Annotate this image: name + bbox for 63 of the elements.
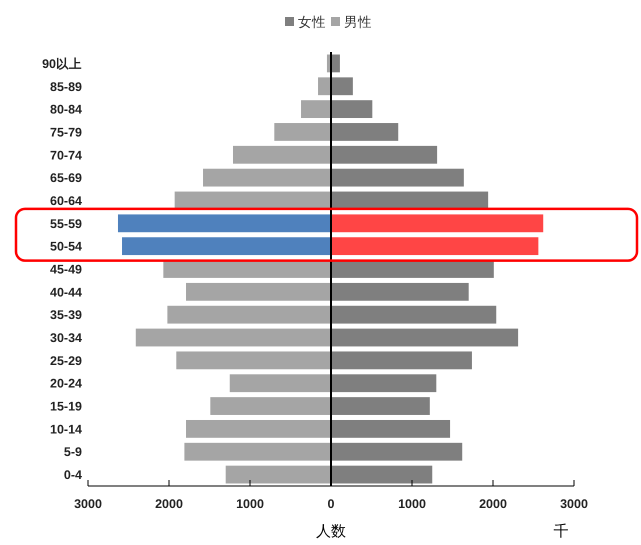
y-tick-label: 85-89: [50, 80, 82, 94]
bar: [301, 100, 331, 118]
bar: [331, 100, 372, 118]
bar: [230, 374, 331, 392]
bar: [184, 442, 331, 461]
bar: [331, 306, 496, 324]
bar: [232, 146, 331, 164]
bar: [186, 282, 331, 301]
bar: [331, 146, 438, 164]
y-tick-label: 90以上: [42, 56, 82, 71]
x-tick-label: 2000: [155, 497, 183, 511]
bar: [331, 168, 464, 187]
x-axis-title: 人数: [316, 523, 346, 540]
x-tick-label: 3000: [74, 497, 102, 511]
y-tick-label: 0-4: [64, 468, 82, 482]
bar: [331, 54, 340, 72]
bar: [176, 351, 331, 370]
bar: [274, 123, 331, 141]
x-tick-label: 0: [328, 497, 335, 511]
bar: [331, 328, 518, 346]
bar: [331, 214, 544, 232]
y-tick-label: 45-49: [50, 262, 82, 276]
bar: [210, 397, 331, 415]
bar: [167, 306, 331, 324]
bar: [331, 466, 432, 484]
y-tick-label: 65-69: [50, 171, 82, 186]
y-tick-label: 35-39: [50, 308, 82, 322]
bar: [318, 77, 331, 96]
y-tick-label: 75-79: [50, 125, 82, 140]
legend-label: 女性: [298, 14, 326, 30]
bar: [136, 328, 331, 346]
bar: [186, 420, 331, 438]
bar: [331, 397, 430, 415]
bar: [331, 420, 450, 438]
text: 千: [554, 523, 568, 540]
y-tick-label: 60-64: [50, 194, 82, 208]
x-tick-label: 2000: [479, 497, 507, 511]
bar: [331, 351, 472, 370]
y-tick-label: 20-24: [50, 376, 82, 391]
y-tick-label: 40-44: [50, 285, 82, 300]
bar: [331, 123, 398, 141]
bar: [331, 77, 353, 96]
x-tick-label: 3000: [560, 497, 588, 511]
y-tick-label: 70-74: [50, 148, 82, 162]
bar: [122, 237, 331, 256]
x-tick-label: 1000: [398, 497, 426, 511]
bar: [226, 466, 331, 484]
y-tick-label: 30-34: [50, 331, 82, 346]
bar: [203, 168, 331, 187]
x-tick-label: 1000: [236, 497, 264, 511]
legend-label: 男性: [344, 14, 372, 30]
bar: [331, 442, 462, 461]
bar: [331, 237, 538, 256]
bar: [331, 374, 436, 392]
y-tick-label: 5-9: [64, 445, 82, 460]
y-tick-label: 50-54: [50, 240, 82, 254]
y-tick-label: 55-59: [50, 216, 82, 231]
y-tick-label: 25-29: [50, 354, 82, 368]
y-tick-label: 10-14: [50, 422, 82, 436]
y-tick-label: 15-19: [50, 400, 82, 414]
bar: [331, 282, 469, 301]
bar: [118, 214, 331, 232]
y-tick-label: 80-84: [50, 102, 82, 117]
